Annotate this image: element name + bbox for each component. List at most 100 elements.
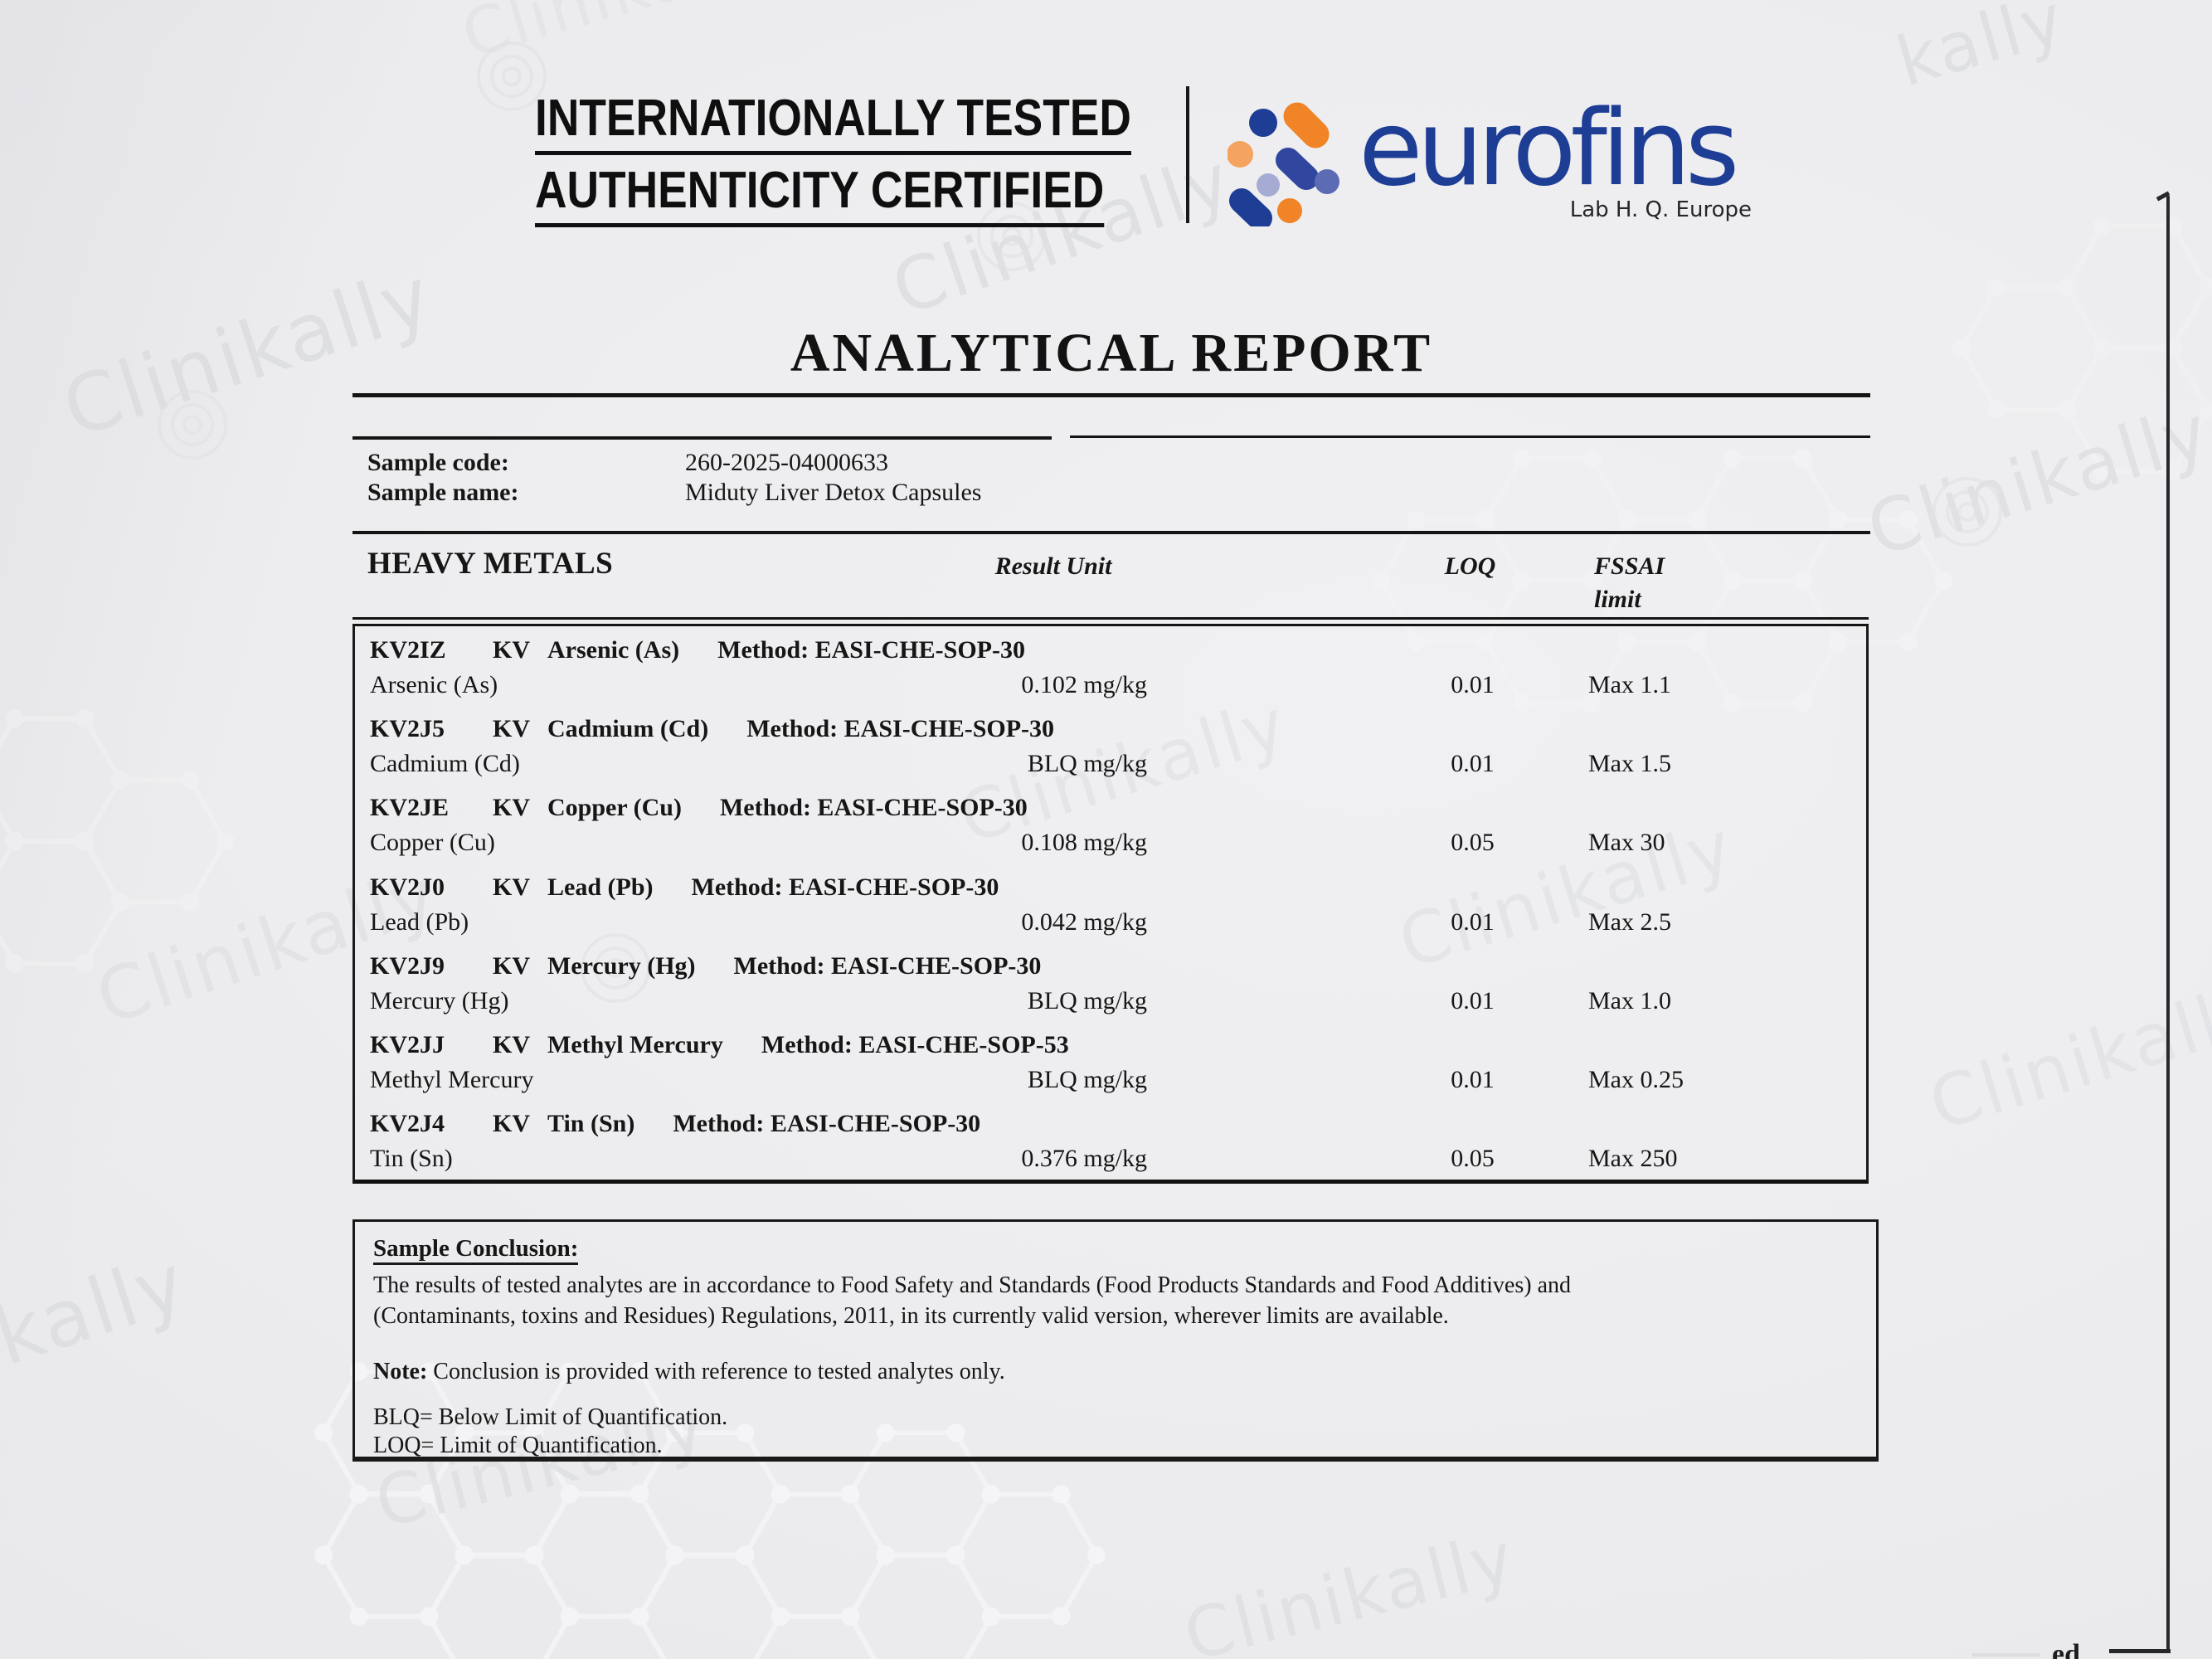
analyte-code: KV2J9 bbox=[370, 951, 445, 980]
analyte-method-line: KV2J9 KV Mercury (Hg) Method: EASI-CHE-SOP-… bbox=[355, 942, 1866, 980]
header-double-rule-bottom bbox=[352, 624, 1869, 626]
lab-code: KV bbox=[493, 873, 530, 901]
result-value: 0.376 mg/kg bbox=[1021, 1145, 1147, 1173]
title-rule bbox=[352, 393, 1870, 397]
fssai-limit-value: Max 1.5 bbox=[1588, 750, 1671, 778]
column-header-fssai-limit: limit bbox=[1594, 586, 1641, 613]
analyte-method-line: KV2J4 KV Tin (Sn) Method: EASI-CHE-SOP-30 bbox=[355, 1100, 1866, 1138]
loq-definition: LOQ= Limit of Quantification. bbox=[373, 1433, 663, 1458]
analyte-code: KV2IZ bbox=[370, 636, 446, 664]
table-row: KV2J4 KV Tin (Sn) Method: EASI-CHE-SOP-30 T… bbox=[355, 1100, 1866, 1179]
certification-badge: INTERNATIONALLY TESTED AUTHENTICITY CERT… bbox=[535, 93, 1228, 227]
analyte-title: Copper (Cu) bbox=[547, 794, 682, 822]
note-label: Note: bbox=[373, 1359, 428, 1384]
column-header-loq: LOQ bbox=[1444, 552, 1496, 580]
analyte-code: KV2JE bbox=[370, 794, 450, 822]
results-table: KV2IZ KV Arsenic (As) Method: EASI-CHE-SOP-… bbox=[352, 626, 1869, 1184]
table-row: KV2IZ KV Arsenic (As) Method: EASI-CHE-SOP-… bbox=[355, 626, 1866, 705]
clinikally-watermark: kally bbox=[1888, 0, 2074, 103]
loq-value: 0.01 bbox=[1451, 1065, 1495, 1093]
scan-edge-vertical-line bbox=[2166, 196, 2170, 1652]
section-title-heavy-metals: HEAVY METALS bbox=[367, 547, 614, 581]
note-text: Conclusion is provided with reference to… bbox=[427, 1359, 1005, 1384]
clinikally-watermark: Clinikally bbox=[1857, 388, 2212, 573]
result-value: 0.102 mg/kg bbox=[1021, 671, 1147, 698]
table-row: KV2JE KV Copper (Cu) Method: EASI-CHE-SOP-3… bbox=[355, 784, 1866, 863]
concentric-rings-motif bbox=[477, 41, 547, 111]
loq-value: 0.01 bbox=[1451, 986, 1495, 1014]
analyte-name: Lead (Pb) bbox=[370, 907, 469, 936]
analyte-method-line: KV2JE KV Copper (Cu) Method: EASI-CHE-SOP-3… bbox=[355, 784, 1866, 822]
result-value: 0.108 mg/kg bbox=[1021, 829, 1147, 857]
analyte-method-line: KV2IZ KV Arsenic (As) Method: EASI-CHE-SOP-… bbox=[355, 626, 1866, 664]
lab-code: KV bbox=[493, 636, 530, 664]
loq-value: 0.01 bbox=[1451, 907, 1495, 936]
result-value: BLQ mg/kg bbox=[1027, 1065, 1147, 1093]
analyte-name: Tin (Sn) bbox=[370, 1145, 453, 1173]
table-row: KV2J5 KV Cadmium (Cd) Method: EASI-CHE-SOP-… bbox=[355, 705, 1866, 784]
blq-definition: BLQ= Below Limit of Quantification. bbox=[373, 1404, 728, 1430]
table-row: KV2JJ KV Methyl Mercury Method: EASI-CHE-SO… bbox=[355, 1021, 1866, 1100]
analyte-code: KV2JJ bbox=[370, 1030, 445, 1058]
table-row: KV2J9 KV Mercury (Hg) Method: EASI-CHE-SOP-… bbox=[355, 942, 1866, 1021]
concentric-rings-motif bbox=[1932, 477, 2002, 547]
scan-edge-corner bbox=[2109, 1649, 2171, 1653]
eurofins-logo-icon bbox=[1228, 102, 1339, 226]
page-title: ANALYTICAL REPORT bbox=[790, 323, 1433, 383]
analyte-name: Arsenic (As) bbox=[370, 671, 498, 698]
lab-code: KV bbox=[493, 794, 530, 822]
analyte-code: KV2J4 bbox=[370, 1110, 445, 1138]
analyte-method-line: KV2JJ KV Methyl Mercury Method: EASI-CHE-SO… bbox=[355, 1021, 1866, 1059]
method-label: Method: EASI-CHE-SOP-53 bbox=[761, 1030, 1069, 1058]
conclusion-line-2: (Contaminants, toxins and Residues) Regu… bbox=[373, 1303, 1449, 1329]
method-label: Method: EASI-CHE-SOP-30 bbox=[733, 951, 1042, 980]
lab-code: KV bbox=[493, 951, 530, 980]
eurofins-tagline: Lab H. Q. Europe bbox=[1569, 197, 1752, 222]
fssai-limit-value: Max 0.25 bbox=[1588, 1065, 1684, 1093]
analyte-title: Lead (Pb) bbox=[547, 873, 654, 901]
table-row: KV2J0 KV Lead (Pb) Method: EASI-CHE-SOP-30 … bbox=[355, 864, 1866, 942]
fssai-limit-value: Max 250 bbox=[1588, 1145, 1678, 1173]
sample-conclusion-box: Sample Conclusion: The results of tested… bbox=[352, 1219, 1879, 1462]
analyte-title: Arsenic (As) bbox=[547, 636, 680, 664]
conclusion-paragraph: The results of tested analytes are in ac… bbox=[373, 1270, 1858, 1331]
analyte-name: Cadmium (Cd) bbox=[370, 750, 520, 778]
analyte-method-line: KV2J5 KV Cadmium (Cd) Method: EASI-CHE-SOP-… bbox=[355, 705, 1866, 743]
analyte-name: Mercury (Hg) bbox=[370, 986, 509, 1014]
method-label: Method: EASI-CHE-SOP-30 bbox=[717, 636, 1025, 664]
lab-code: KV bbox=[493, 715, 530, 743]
column-header-result-unit: Result Unit bbox=[994, 552, 1112, 580]
scan-edge-faint-line bbox=[1972, 1653, 2040, 1657]
conclusion-heading: Sample Conclusion: bbox=[373, 1236, 579, 1265]
analyte-name: Methyl Mercury bbox=[370, 1065, 534, 1093]
sample-name-label: Sample name: bbox=[367, 479, 519, 506]
result-value: 0.042 mg/kg bbox=[1021, 907, 1147, 936]
lab-code: KV bbox=[493, 1110, 530, 1138]
concentric-rings-motif bbox=[581, 933, 650, 1003]
analyte-name: Copper (Cu) bbox=[370, 829, 495, 857]
header-divider bbox=[1186, 86, 1189, 223]
abbreviation-definitions: BLQ= Below Limit of Quantification. LOQ=… bbox=[373, 1404, 1858, 1460]
concentric-rings-motif bbox=[158, 390, 227, 460]
method-label: Method: EASI-CHE-SOP-30 bbox=[746, 715, 1055, 743]
analyte-title: Tin (Sn) bbox=[547, 1110, 635, 1138]
analyte-code: KV2J0 bbox=[370, 873, 445, 901]
column-header-fssai: FSSAI bbox=[1594, 552, 1665, 580]
conclusion-note: Note: Conclusion is provided with refere… bbox=[373, 1356, 1858, 1387]
method-label: Method: EASI-CHE-SOP-30 bbox=[673, 1110, 981, 1138]
loq-value: 0.05 bbox=[1451, 829, 1495, 857]
analyte-title: Cadmium (Cd) bbox=[547, 715, 709, 743]
clinikally-watermark: Clinikally bbox=[1176, 1516, 1524, 1659]
method-label: Method: EASI-CHE-SOP-30 bbox=[691, 873, 999, 901]
analyte-code: KV2J5 bbox=[370, 715, 445, 743]
sample-rule-right bbox=[1070, 435, 1870, 438]
conclusion-line-1: The results of tested analytes are in ac… bbox=[373, 1272, 1572, 1298]
bottom-cropped-text: ed bbox=[2052, 1639, 2080, 1659]
analyte-title: Methyl Mercury bbox=[547, 1030, 723, 1058]
badge-line-1: INTERNATIONALLY TESTED bbox=[535, 93, 1131, 155]
header-double-rule-top bbox=[352, 617, 1869, 620]
lab-code: KV bbox=[493, 1030, 530, 1058]
sample-name-value: Miduty Liver Detox Capsules bbox=[685, 479, 982, 506]
result-value: BLQ mg/kg bbox=[1027, 986, 1147, 1014]
fssai-limit-value: Max 1.1 bbox=[1588, 671, 1671, 698]
